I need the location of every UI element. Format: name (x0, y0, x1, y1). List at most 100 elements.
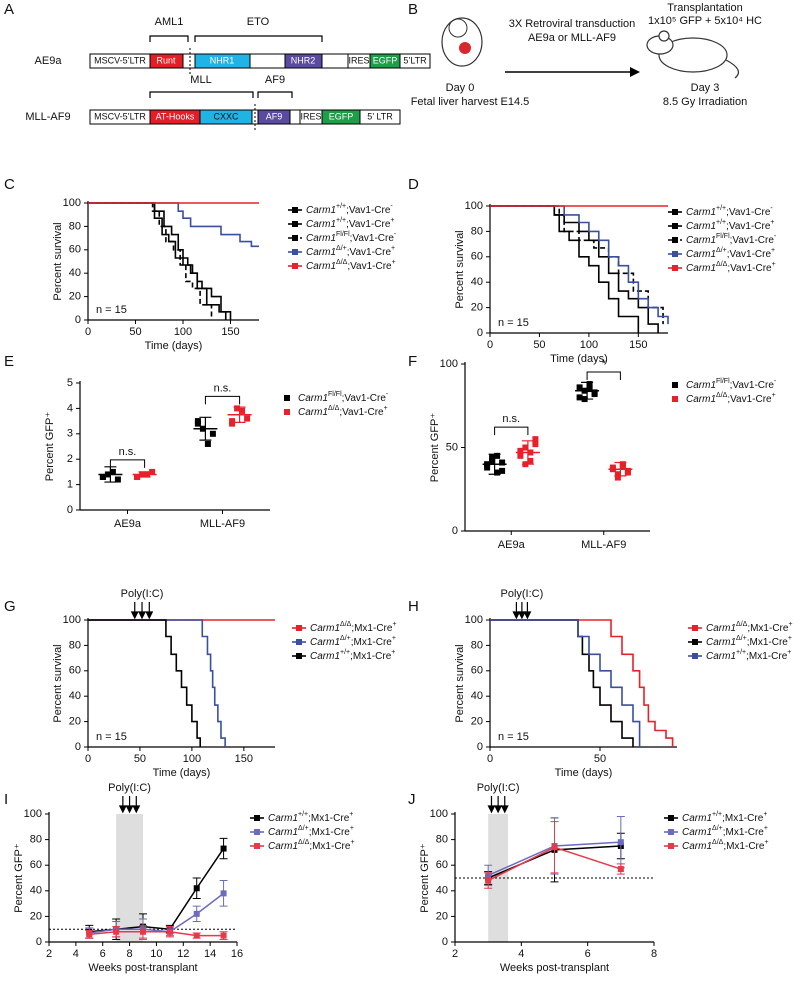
bracket (149, 91, 293, 98)
y-tick-label: 100 (465, 614, 483, 626)
survival-curve (490, 205, 640, 333)
y-axis-label: Percent GFP⁺ (429, 413, 441, 483)
construct-name: MLL-AF9 (25, 111, 70, 123)
y-tick-label: 50 (446, 441, 458, 453)
panel-label: C (4, 176, 15, 193)
x-tick-label: 150 (629, 339, 647, 351)
legend-label: Carm1Δ/+;Vav1-Cre+ (306, 245, 395, 257)
x-tick-label: 150 (221, 326, 239, 338)
y-tick-label: 80 (471, 225, 483, 237)
x-tick-label: 50 (129, 326, 141, 338)
treatment-arrow (138, 602, 146, 620)
segment (284, 53, 323, 69)
chart: C 0 20 40 60 80 100 0 50 100 150 Percent survival Ti… (4, 176, 397, 352)
legend-marker (292, 235, 298, 241)
y-tick-label: 0 (75, 314, 81, 326)
data-point (109, 468, 116, 475)
legend-marker (692, 639, 698, 645)
x-tick-label: 100 (183, 753, 201, 765)
data-point (617, 839, 624, 846)
data-point (522, 444, 529, 451)
survival-curve (490, 619, 641, 747)
survival-curve (88, 202, 213, 320)
y-axis-label: Percent GFP⁺ (44, 412, 56, 482)
data-point (576, 384, 583, 391)
data-point (134, 473, 141, 480)
legend-label: Carm1Δ/+;Mx1-Cre+ (310, 635, 396, 647)
treatment-arrow (494, 796, 503, 814)
significance-label: * (602, 358, 607, 370)
y-tick-label: 100 (63, 197, 81, 209)
legend-label: Carm1+/+;Mx1-Cre+ (682, 811, 767, 823)
legend-label: Carm1Δ/Δ;Vav1-Cre+ (306, 259, 396, 271)
data-point (193, 910, 200, 917)
data-point (140, 928, 146, 935)
panel-label: D (408, 176, 419, 193)
construct-ae9a: AE9a AML1 ETO MSCV-5’LTR Runt NHR1 NHR2 … (35, 16, 431, 74)
significance-label: n.s. (119, 446, 137, 458)
segment-label: MSCV-5’LTR (94, 55, 146, 65)
survival-curve (88, 202, 232, 320)
legend-label: Carm1Δ/+;Mx1-Cre+ (268, 825, 354, 837)
bracket-label: AF9 (265, 74, 285, 86)
arrow-label: AE9a or MLL-AF9 (528, 32, 616, 44)
survival-curve (88, 619, 226, 747)
y-tick-label: 60 (436, 859, 448, 871)
legend-marker (668, 829, 674, 835)
legend-label: Carm1Fl/Fl;Vav1-Cre- (686, 378, 777, 390)
survival-curve (490, 205, 664, 325)
treatment-label: Poly(I:C) (501, 588, 544, 600)
step-label: Transplantation (667, 2, 742, 14)
significance-label: n.s. (502, 413, 520, 425)
legend-label: Carm1Fl/Fl;Vav1-Cre- (686, 233, 777, 245)
embryo-icon (441, 17, 483, 67)
y-axis-label: Percent survival (52, 644, 64, 722)
treatment-arrow (523, 602, 532, 620)
legend-label: Carm1+/+;Mx1-Cre+ (268, 811, 353, 823)
data-point (113, 928, 120, 935)
panel-label: G (4, 598, 16, 615)
x-tick-label: 50 (533, 339, 545, 351)
y-tick-label: 20 (69, 716, 81, 728)
segment-label: Runt (156, 55, 176, 65)
y-tick-label: 20 (471, 302, 483, 314)
series-line (89, 848, 225, 933)
data-point (591, 389, 598, 396)
x-tick-label: 6 (585, 948, 591, 960)
y-tick-label: 100 (465, 200, 483, 212)
legend-label: Carm1Δ/Δ;Mx1-Cre+ (268, 839, 355, 851)
x-axis-label: Time (days) (555, 767, 613, 779)
y-tick-label: 60 (471, 665, 483, 677)
legend-label: Carm1Δ/Δ;Mx1-Cre+ (310, 621, 397, 633)
legend-marker (672, 237, 678, 243)
x-tick-label: 150 (235, 753, 253, 765)
series-line (89, 931, 224, 937)
y-axis-label: Percent survival (52, 222, 64, 300)
legend-marker (672, 265, 678, 271)
data-point (86, 931, 93, 938)
significance-bracket (494, 426, 529, 436)
y-axis-label: Percent survival (454, 644, 466, 722)
bracket-label: ETO (247, 16, 270, 28)
data-point (532, 441, 539, 448)
treatment-arrow (145, 602, 154, 620)
panel-label: A (4, 1, 14, 18)
x-axis-label: Weeks post-transplant (88, 962, 197, 974)
legend-marker (672, 382, 678, 388)
y-tick-label: 40 (436, 885, 448, 897)
significance-bracket (586, 371, 621, 381)
data-point (617, 866, 624, 873)
data-point (209, 430, 216, 437)
data-point (239, 407, 246, 414)
y-tick-label: 60 (69, 244, 81, 256)
error-bar (581, 381, 594, 400)
x-axis-label: Time (days) (153, 767, 211, 779)
chart: G 0 20 40 60 80 100 0 50 100 150 Percent survival Ti… (4, 588, 397, 779)
data-point (494, 469, 501, 476)
chart: F 0 50 100 AE9a MLL-AF9 Percent GFP⁺ n.s. * Carm1… (408, 353, 777, 551)
legend-marker (284, 395, 290, 401)
legend-marker (292, 263, 298, 269)
legend-label: Carm1Δ/Δ;Mx1-Cre+ (682, 839, 769, 851)
legend-label: Carm1Δ/+;Mx1-Cre+ (706, 635, 792, 647)
legend-label: Carm1Δ/Δ;Vav1-Cre+ (298, 405, 388, 417)
